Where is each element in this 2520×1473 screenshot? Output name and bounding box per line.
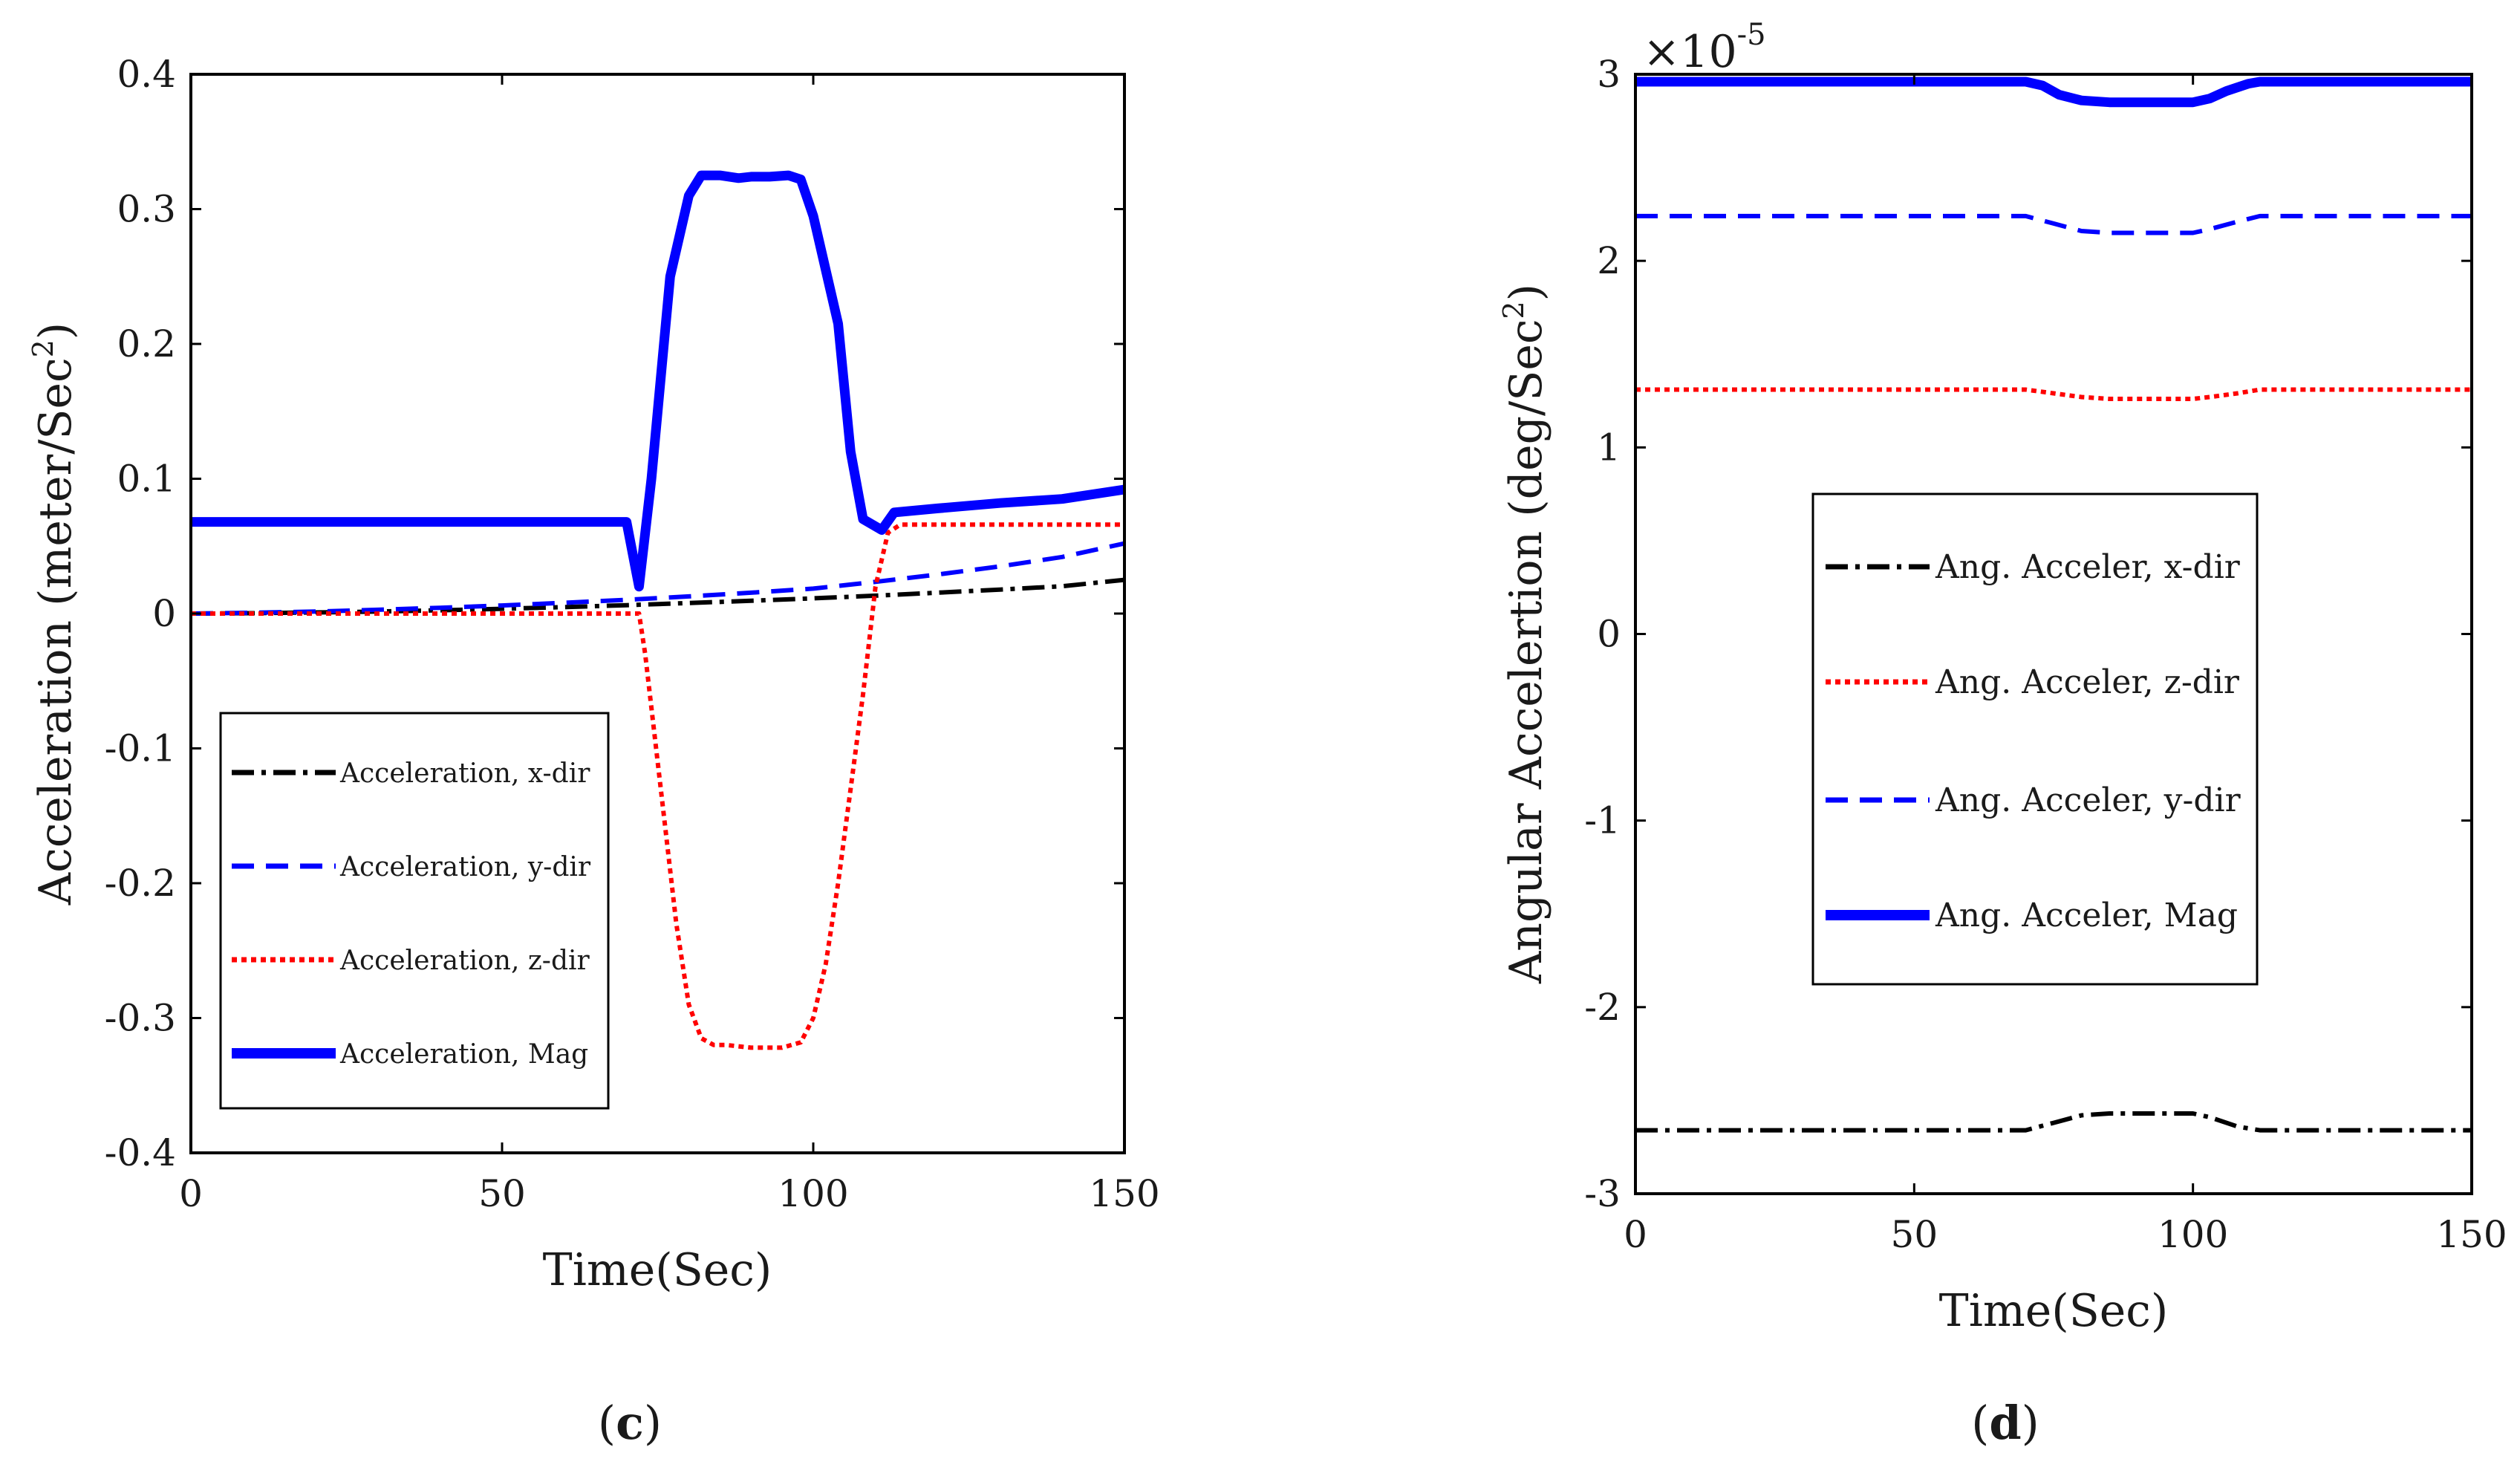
panel-d-series-1-line [1635, 387, 2472, 401]
panel-d-y-tick-label: 2 [1597, 239, 1621, 282]
panel-c-series-0-line [190, 577, 1125, 616]
panel-c-y-tick-label: -0.1 [105, 727, 176, 770]
panel-c-y-tick-label: -0.3 [105, 997, 176, 1040]
panel-d-x-tick-label: 50 [1891, 1213, 1938, 1256]
panel-d-legend-label-mag: Ang. Acceler, Mag [1935, 897, 2238, 934]
panel-c-series-1-line [190, 541, 1125, 616]
panel-c-x-tick-label: 100 [778, 1172, 848, 1215]
panel-c-y-tick-label: 0 [152, 592, 176, 635]
panel-c-x-tick-label: 50 [478, 1172, 526, 1215]
panel-c-y-axis-title-sup: 2 [27, 339, 59, 357]
panel-d-y-axis-title-tail: ) [1500, 284, 1552, 301]
panel-d-series-0-line [1635, 1111, 2472, 1133]
panel-d-plot-area [1635, 77, 2472, 1133]
panel-c-legend-label-x: Acceleration, x-dir [339, 758, 590, 789]
panel-d-y-tick-label: 1 [1597, 426, 1621, 469]
panel-d-label-letter: d [1989, 1396, 2021, 1450]
panel-d-x-axis-title: Time(Sec) [1939, 1285, 2169, 1337]
panel-c-series-2-line [191, 522, 1124, 1050]
panel-d-chart: 0 50 100 150 -3 -2 -1 0 1 2 3 ×10-5 Time(Sec) Angu… [1497, 18, 2507, 1450]
panel-d-series-2-line [1635, 213, 2472, 235]
panel-d-legend-label-x: Ang. Acceler, x-dir [1935, 548, 2241, 586]
panel-d-x-tick-label: 100 [2158, 1213, 2228, 1256]
panel-c-ticks: 0 50 100 150 -0.4 -0.3 -0.2 -0.1 0 0.1 0.2 0.3 0.4 [105, 53, 1160, 1215]
panel-c-label-letter: c [616, 1396, 644, 1450]
panel-c-legend: Acceleration, x-dir Acceleration, y-dir … [219, 712, 610, 1110]
panel-d-y-tick-label: 3 [1597, 53, 1621, 96]
panel-c-x-axis-title: Time(Sec) [543, 1244, 772, 1296]
panel-d-x-tick-label: 0 [1624, 1213, 1647, 1256]
panel-c-legend-label-z: Acceleration, z-dir [339, 946, 590, 976]
panel-d-series-3-line [1635, 77, 2472, 108]
panel-d-y-axis-title: Angular Accelertion (deg/Sec2) [1497, 284, 1552, 984]
panel-c-x-tick-label: 150 [1089, 1172, 1159, 1215]
panel-c-y-tick-label: 0.1 [117, 458, 176, 501]
panel-c-plot-area [190, 170, 1125, 1050]
panel-c-series-3-line [191, 170, 1125, 592]
panel-d-y-axis-title-sup: 2 [1497, 301, 1530, 319]
panel-d-scale-exponent: -5 [1737, 18, 1766, 52]
panel-c-y-tick-label: -0.4 [105, 1131, 176, 1174]
panel-d-y-tick-label: 0 [1597, 613, 1621, 656]
panel-d-legend: Ang. Acceler, x-dir Ang. Acceler, z-dir … [1811, 492, 2259, 986]
panel-c-label: (c) [598, 1396, 662, 1450]
panel-c-y-axis-title-main: Acceleration (meter/Sec [30, 357, 82, 905]
panel-c-legend-label-y: Acceleration, y-dir [339, 852, 591, 882]
panel-c-y-tick-label: 0.4 [117, 53, 176, 96]
panel-d-scale-note: ×10-5 [1643, 18, 1766, 78]
panel-c-y-axis-title: Acceleration (meter/Sec2) [27, 322, 82, 905]
panel-d-legend-box [1811, 492, 2259, 986]
panel-c-x-tick-label: 0 [179, 1172, 203, 1215]
panel-d-legend-label-y: Ang. Acceler, y-dir [1935, 781, 2241, 819]
panel-c-chart: 0 50 100 150 -0.4 -0.3 -0.2 -0.1 0 0.1 0.2 0.3 0.4 T… [27, 53, 1160, 1450]
panel-d-ticks: 0 50 100 150 -3 -2 -1 0 1 2 3 [1584, 53, 2507, 1256]
panel-d-y-tick-label: -2 [1584, 986, 1621, 1029]
panel-d-legend-label-z: Ang. Acceler, z-dir [1935, 663, 2240, 701]
panel-c-y-tick-label: 0.2 [117, 322, 176, 365]
panel-c-legend-box [219, 712, 610, 1110]
panel-d-y-axis-title-main: Angular Accelertion (deg/Sec [1500, 319, 1552, 984]
panel-d-x-tick-label: 150 [2436, 1213, 2507, 1256]
panel-c-y-tick-label: 0.3 [117, 188, 176, 231]
panel-d-scale-base: ×10 [1643, 26, 1737, 78]
panel-c-legend-label-mag: Acceleration, Mag [339, 1039, 588, 1070]
panel-d-label: (d) [1971, 1396, 2039, 1450]
panel-c-y-axis-title-tail: ) [30, 322, 82, 339]
panel-d-y-tick-label: -3 [1584, 1172, 1621, 1215]
panel-d-y-tick-label: -1 [1584, 799, 1621, 842]
panel-c-y-tick-label: -0.2 [105, 862, 176, 905]
